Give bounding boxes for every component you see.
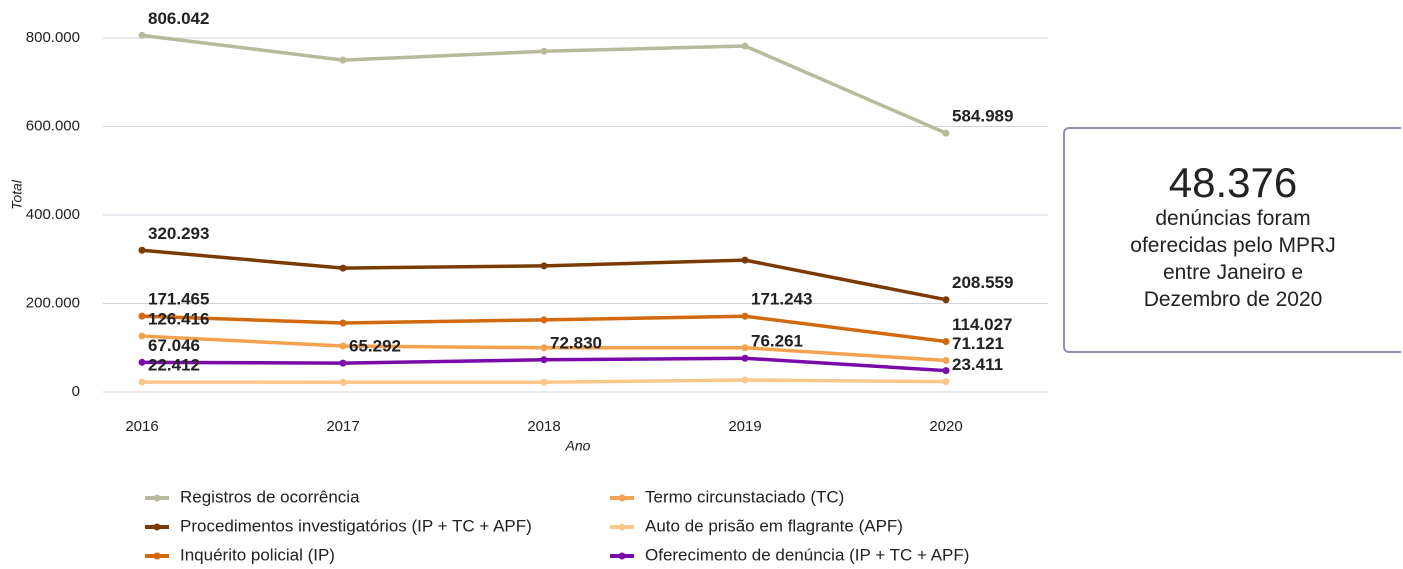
point xyxy=(942,357,950,365)
point xyxy=(138,332,146,340)
point xyxy=(942,296,950,304)
point xyxy=(339,359,347,367)
x-tick-label: 2018 xyxy=(527,418,560,435)
point xyxy=(138,358,146,366)
point xyxy=(339,378,347,386)
point xyxy=(741,256,749,264)
legend-label: Inquérito policial (IP) xyxy=(180,545,335,564)
point xyxy=(540,378,548,386)
data-label: 76.261 xyxy=(751,332,803,351)
point xyxy=(540,316,548,324)
point xyxy=(540,344,548,352)
x-axis-title: Ano xyxy=(565,438,591,454)
point xyxy=(942,367,950,375)
point xyxy=(138,246,146,254)
legend-swatch-dot xyxy=(618,494,626,502)
legend-label: Registros de ocorrência xyxy=(180,487,360,506)
data-label: 23.411 xyxy=(952,355,1003,374)
x-tick-label: 2017 xyxy=(326,418,359,435)
point xyxy=(741,312,749,320)
point xyxy=(540,47,548,55)
y-tick-label: 600.000 xyxy=(26,117,80,134)
point xyxy=(138,31,146,39)
point xyxy=(741,42,749,50)
point xyxy=(339,319,347,327)
legend-label: Procedimentos investigatórios (IP + TC +… xyxy=(180,516,532,535)
data-label: 584.989 xyxy=(952,107,1013,126)
kpi-card: 48.376 denúncias foram oferecidas pelo M… xyxy=(1063,127,1401,353)
point xyxy=(540,262,548,270)
legend-swatch-dot xyxy=(618,523,626,531)
kpi-text: denúncias foram oferecidas pelo MPRJ ent… xyxy=(1130,207,1336,311)
data-label: 71.121 xyxy=(952,334,1004,353)
legend-swatch-dot xyxy=(618,552,626,560)
data-label: 114.027 xyxy=(952,315,1013,334)
point xyxy=(339,56,347,64)
point xyxy=(138,378,146,386)
legend-swatch-dot xyxy=(153,552,161,560)
x-tick-label: 2019 xyxy=(728,418,761,435)
point xyxy=(741,376,749,384)
point xyxy=(942,378,950,386)
data-label: 67.046 xyxy=(148,336,200,355)
y-tick-label: 200.000 xyxy=(26,294,80,311)
legend-swatch-dot xyxy=(153,523,161,531)
legend-label: Termo circunstaciado (TC) xyxy=(645,487,844,506)
y-tick-label: 400.000 xyxy=(26,206,80,223)
data-label: 171.465 xyxy=(148,290,209,309)
series-line xyxy=(141,248,947,302)
point xyxy=(942,129,950,137)
point xyxy=(339,264,347,272)
data-label: 320.293 xyxy=(148,224,209,243)
point xyxy=(540,356,548,364)
legend-label: Oferecimento de denúncia (IP + TC + APF) xyxy=(645,545,969,564)
data-label: 126.416 xyxy=(148,310,209,329)
data-label: 22.412 xyxy=(148,356,200,375)
data-label: 171.243 xyxy=(751,290,812,309)
data-label: 65.292 xyxy=(349,337,401,356)
x-tick-label: 2020 xyxy=(929,418,962,435)
point xyxy=(741,344,749,352)
data-label: 72.830 xyxy=(550,333,602,352)
point xyxy=(138,312,146,320)
y-tick-label: 0 xyxy=(72,383,80,400)
point xyxy=(942,338,950,346)
data-label: 208.559 xyxy=(952,273,1013,292)
legend-swatch-dot xyxy=(153,494,161,502)
x-tick-label: 2016 xyxy=(125,418,158,435)
legend-label: Auto de prisão em flagrante (APF) xyxy=(645,516,903,535)
point xyxy=(339,342,347,350)
y-axis-title: Total xyxy=(9,179,25,210)
point xyxy=(741,354,749,362)
kpi-value: 48.376 xyxy=(1168,159,1298,206)
y-tick-label: 800.000 xyxy=(26,29,80,46)
data-label: 806.042 xyxy=(148,9,209,28)
